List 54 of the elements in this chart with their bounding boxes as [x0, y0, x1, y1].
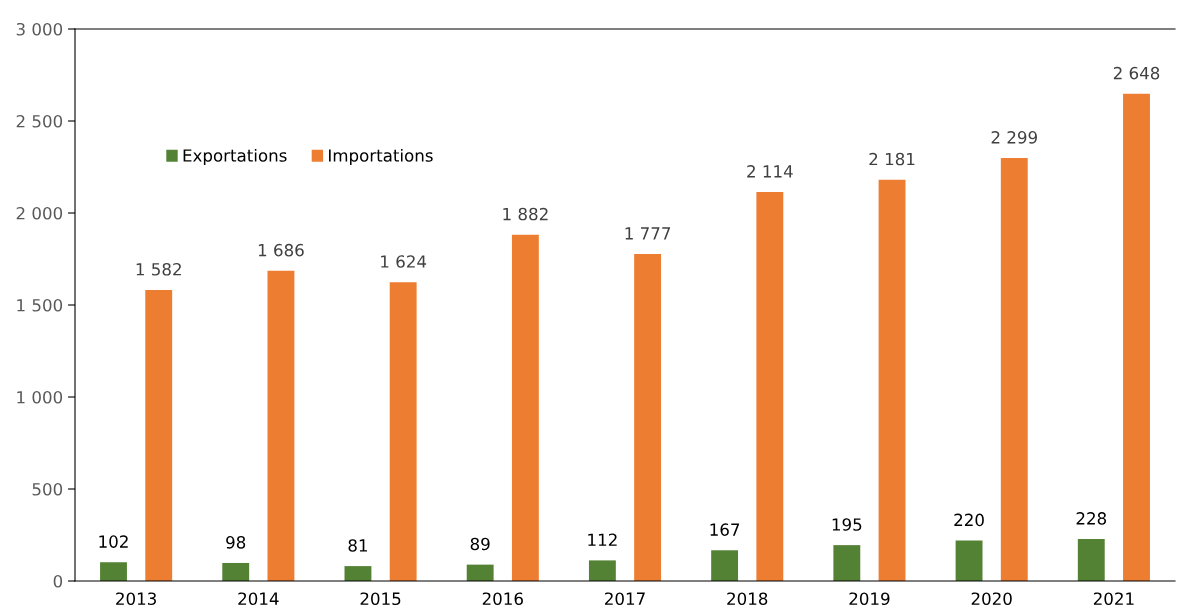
x-tick-label: 2013: [116, 592, 156, 606]
x-tick-label: 2020: [971, 592, 1012, 606]
y-tick-label: 1 500: [17, 298, 63, 312]
x-tick-label: 2019: [849, 592, 890, 606]
bar: [344, 566, 372, 581]
bar: [588, 560, 616, 581]
data-label: 89: [470, 537, 490, 551]
data-label: 98: [226, 536, 246, 549]
data-label: 1 624: [381, 255, 427, 268]
x-tick-label: 2014: [238, 592, 279, 606]
data-label: 102: [99, 535, 128, 548]
bar: [222, 562, 250, 581]
legend-label: Importations: [329, 148, 433, 166]
bar: [878, 179, 906, 581]
y-tick-label: 3 000: [16, 22, 63, 36]
bar: [1077, 539, 1105, 581]
bar: [711, 550, 739, 581]
bar: [833, 545, 861, 581]
data-label: 112: [588, 533, 617, 546]
bar: [466, 564, 494, 581]
data-label: 2 181: [869, 152, 915, 166]
data-label: 81: [348, 539, 368, 552]
data-label: 2 114: [747, 165, 793, 178]
x-tick-label: 2016: [482, 592, 523, 606]
y-tick-label: 500: [32, 482, 63, 496]
data-label: 1 686: [258, 243, 304, 257]
data-label: 2 648: [1113, 66, 1160, 80]
data-label: 2 299: [991, 131, 1037, 144]
bar: [100, 562, 127, 581]
bar: [1000, 157, 1028, 581]
data-label: 167: [710, 523, 740, 536]
y-tick-label: 1 000: [17, 390, 63, 404]
legend-label: Exportations: [183, 148, 287, 166]
x-tick-label: 2018: [727, 592, 768, 606]
data-label: 220: [954, 513, 984, 527]
x-tick-label: 2015: [360, 592, 401, 606]
x-tick-label: 2021: [1093, 592, 1134, 606]
y-tick-label: 2 500: [16, 114, 63, 128]
data-label: 195: [832, 518, 862, 531]
y-tick-label: 2 000: [16, 206, 63, 220]
bar: [511, 234, 539, 581]
bar: [267, 270, 295, 581]
data-label: 228: [1076, 512, 1107, 525]
data-label: 1 777: [625, 227, 671, 240]
bar: [389, 282, 417, 581]
bar: [955, 540, 983, 581]
data-label: 1 582: [136, 262, 181, 276]
bar: [634, 254, 662, 581]
bar: [1123, 93, 1150, 581]
data-label: 1 882: [503, 207, 548, 221]
y-tick-label: 0: [53, 574, 63, 588]
bar: [756, 192, 784, 581]
x-tick-label: 2017: [605, 592, 645, 606]
bar: [145, 289, 173, 581]
